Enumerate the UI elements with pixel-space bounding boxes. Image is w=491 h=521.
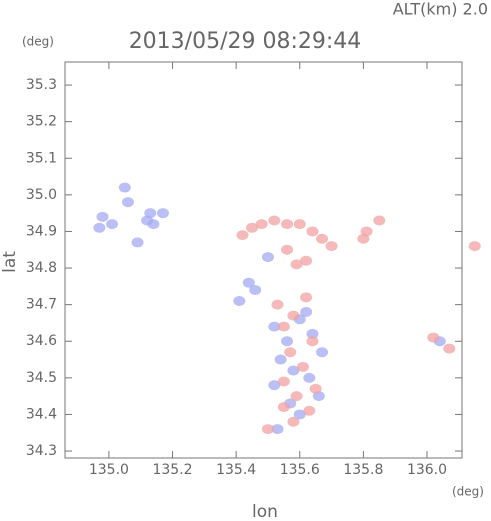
echo-patch xyxy=(306,336,319,347)
echo-patch xyxy=(121,197,134,208)
echo-patch xyxy=(93,222,106,233)
echo-patch xyxy=(316,233,329,244)
echo-patch xyxy=(303,405,316,416)
echo-patch xyxy=(268,380,281,391)
y-tick-label: 35.0 xyxy=(26,187,57,203)
echo-patch xyxy=(427,332,440,343)
echo-patch xyxy=(271,299,284,310)
echo-patch xyxy=(443,343,456,354)
y-tick-label: 35.1 xyxy=(26,150,57,166)
echo-patch xyxy=(293,409,306,420)
echo-patch xyxy=(249,285,262,296)
x-tick-label: 135.4 xyxy=(216,462,256,478)
echo-patch xyxy=(287,365,300,376)
echo-patch xyxy=(300,255,313,266)
echo-patch xyxy=(468,241,481,252)
echo-patch xyxy=(373,215,386,226)
echo-patch xyxy=(325,241,338,252)
echo-patch xyxy=(281,244,294,255)
echo-patch xyxy=(277,321,290,332)
echo-patch xyxy=(271,424,284,435)
echo-patch xyxy=(287,310,300,321)
echo-patch xyxy=(306,226,319,237)
y-tick-label: 34.8 xyxy=(26,260,57,276)
y-tick-label: 34.9 xyxy=(26,223,57,239)
echo-patch xyxy=(274,354,287,365)
echo-patch xyxy=(360,226,373,237)
echo-patch xyxy=(281,219,294,230)
chart-title: 2013/05/29 08:29:44 xyxy=(129,29,362,54)
echo-patch xyxy=(303,372,316,383)
y-tick-label: 34.4 xyxy=(26,406,57,422)
echo-patch xyxy=(306,328,319,339)
y-tick-label: 34.5 xyxy=(26,370,57,386)
echo-patch xyxy=(156,208,169,219)
echo-patch xyxy=(284,347,297,358)
y-axis-label: lat xyxy=(0,251,20,273)
echo-patch xyxy=(268,321,281,332)
x-tick-label: 136.0 xyxy=(407,462,447,478)
echo-patch xyxy=(242,277,255,288)
plot-frame xyxy=(64,61,463,459)
y-tick-label: 34.6 xyxy=(26,333,57,349)
echo-patch xyxy=(290,391,303,402)
echo-patch xyxy=(300,306,313,317)
echo-patch xyxy=(300,292,313,303)
echo-patch xyxy=(131,237,144,248)
echo-patch xyxy=(261,424,274,435)
echo-patch xyxy=(277,376,290,387)
x-tick-label: 135.0 xyxy=(89,462,129,478)
echo-patch xyxy=(246,222,259,233)
echo-patch xyxy=(290,259,303,270)
echo-patch xyxy=(96,211,109,222)
echo-patch xyxy=(281,336,294,347)
y-tick-label: 35.3 xyxy=(26,77,57,93)
echo-patch xyxy=(316,347,329,358)
x-unit: (deg) xyxy=(452,485,484,499)
subtitle: ALT(km) 2.0 xyxy=(393,0,488,19)
x-axis-label: lon xyxy=(252,502,278,521)
echo-patch xyxy=(118,182,131,193)
echo-patch xyxy=(287,416,300,427)
y-unit: (deg) xyxy=(22,35,54,49)
x-tick-label: 135.2 xyxy=(152,462,192,478)
y-tick-label: 34.7 xyxy=(26,297,57,313)
echo-patch xyxy=(296,361,309,372)
echo-patch xyxy=(293,219,306,230)
echo-patch xyxy=(236,230,249,241)
echo-patch xyxy=(233,295,246,306)
echo-patch xyxy=(255,219,268,230)
y-tick-label: 35.2 xyxy=(26,114,57,130)
echo-patch xyxy=(277,402,290,413)
echo-patch xyxy=(309,383,322,394)
x-tick-label: 135.6 xyxy=(280,462,320,478)
echo-patch xyxy=(141,215,154,226)
echo-patch xyxy=(268,215,281,226)
echo-patch xyxy=(106,219,119,230)
echo-patch xyxy=(261,252,274,263)
y-tick-label: 34.3 xyxy=(26,443,57,459)
x-tick-label: 135.8 xyxy=(343,462,383,478)
